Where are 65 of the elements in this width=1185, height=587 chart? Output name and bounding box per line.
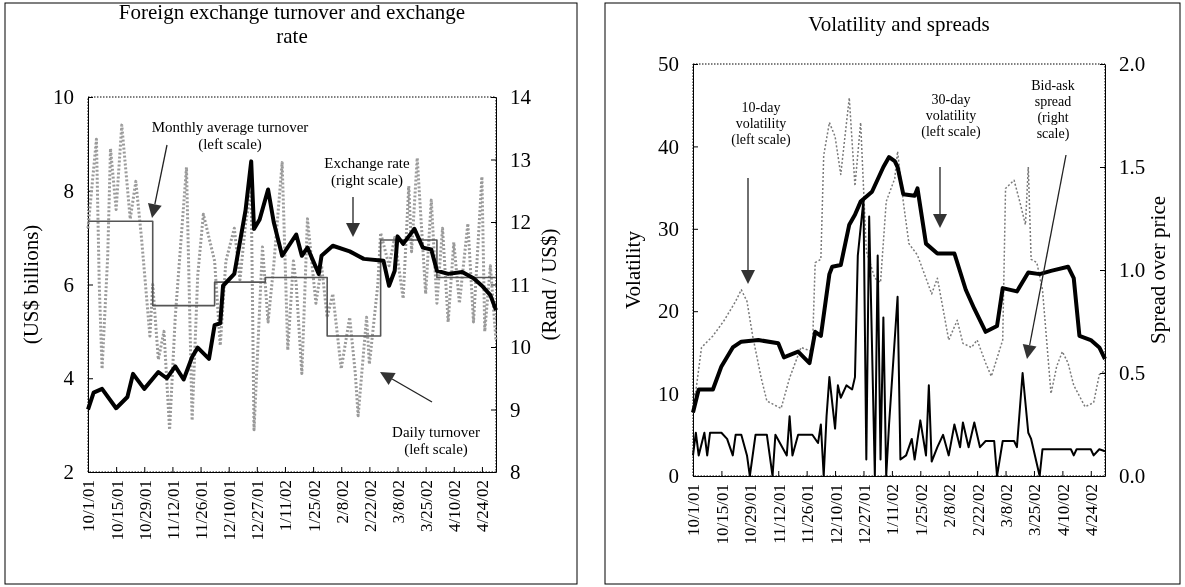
x-tick-label: 11/12/01 [769,484,789,544]
y-axis-title: (US$ billions) [19,224,43,345]
x-tick-label: 11/12/01 [163,480,183,540]
y-tick-label: 4 [63,366,75,391]
y2-axis-title: Spread over price [1146,195,1170,345]
y2-tick-label: 14 [510,85,532,110]
y2-tick-label: 8 [510,460,521,485]
y2-tick-label: 1.0 [1119,258,1146,283]
x-tick-label: 10/15/01 [712,484,732,545]
x-tick-label: 3/8/02 [997,484,1016,528]
y2-tick-label: 0.0 [1119,464,1146,489]
x-tick-label: 3/25/02 [417,480,437,532]
y-tick-label: 10 [658,381,679,406]
y-tick-label: 2 [63,460,74,485]
x-tick-label: 3/25/02 [1025,484,1045,536]
x-tick-label: 10/29/01 [135,480,155,541]
y-tick-label: 0 [668,464,679,489]
x-tick-label: 1/11/02 [883,484,903,536]
annotation: Monthly average turnover (left scale) [151,118,309,153]
x-tick-label: 4/24/02 [473,480,493,532]
y-tick-label: 8 [63,178,74,203]
y2-tick-label: 12 [510,210,531,235]
y2-tick-label: 1.5 [1119,155,1146,180]
x-tick-label: 10/29/01 [741,484,761,545]
x-tick-label: 11/26/01 [798,484,818,544]
y2-tick-label: 2.0 [1119,52,1146,77]
y-tick-label: 30 [658,217,679,242]
x-tick-label: 1/11/02 [276,480,296,532]
x-tick-label: 1/25/02 [911,484,931,536]
x-tick-label: 3/8/02 [388,480,408,524]
x-tick-label: 12/10/01 [220,480,240,541]
chart-title: Foreign exchange turnover and exchange rate [118,0,466,49]
y-tick-label: 50 [658,52,679,77]
annotation: Bid-ask spread (right scale) [1031,77,1075,143]
x-tick-label: 1/25/02 [304,480,324,532]
annotation: Daily turnover (left scale) [392,423,480,458]
x-tick-label: 12/27/01 [248,480,268,541]
y2-tick-label: 0.5 [1119,361,1146,386]
x-tick-label: 4/10/02 [445,480,465,532]
x-tick-label: 10/15/01 [107,480,127,541]
y2-axis-title: (Rand / US$) [537,228,561,341]
x-tick-label: 4/24/02 [1082,484,1102,536]
chart-title: Volatility and spreads [808,12,990,37]
x-tick-label: 2/8/02 [332,480,352,524]
x-tick-label: 2/22/02 [968,484,988,536]
x-tick-label: 2/8/02 [940,484,960,528]
x-tick-label: 4/10/02 [1053,484,1073,536]
y-tick-label: 6 [63,272,74,297]
annotation: 10-day volatility (left scale) [731,99,792,148]
y2-tick-label: 9 [510,397,521,422]
x-tick-label: 12/27/01 [854,484,874,545]
x-tick-label: 2/22/02 [360,480,380,532]
y2-tick-label: 13 [510,147,531,172]
x-tick-label: 10/1/01 [79,480,99,532]
y-axis-title: Volatility [621,230,645,309]
y2-tick-label: 10 [510,335,531,360]
x-tick-label: 12/10/01 [826,484,846,545]
y-tick-label: 10 [53,85,74,110]
x-tick-label: 11/26/01 [192,480,211,540]
annotation: 30-day volatility (left scale) [921,91,982,140]
y-tick-label: 20 [658,299,679,324]
y2-tick-label: 11 [510,272,531,297]
y-tick-label: 40 [658,134,679,159]
annotation: Exchange rate (right scale) [324,154,411,189]
x-tick-label: 10/1/01 [684,484,704,536]
